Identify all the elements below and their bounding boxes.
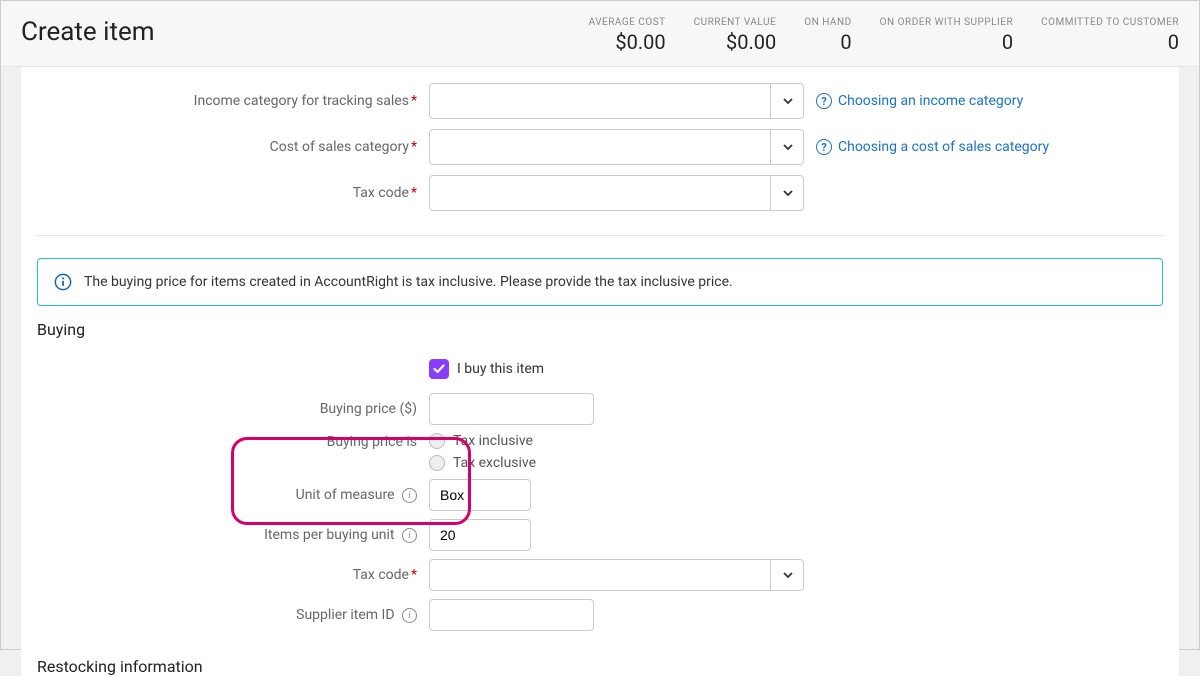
buying-heading: Buying: [37, 320, 1163, 339]
unit-of-measure-input[interactable]: [429, 479, 531, 511]
label-buying-price: Buying price ($): [37, 401, 429, 417]
question-icon: ?: [816, 93, 832, 109]
price-is-radios: Tax inclusive Tax exclusive: [429, 433, 536, 471]
items-per-unit-input[interactable]: [429, 519, 531, 551]
radio-tax-exclusive-row[interactable]: Tax exclusive: [429, 455, 536, 471]
divider: [37, 235, 1163, 236]
form-content: Income category for tracking sales* ? Ch…: [21, 67, 1179, 676]
row-buy-checkbox: I buy this item: [429, 359, 1163, 379]
tax-code-buying-input[interactable]: [429, 559, 804, 591]
row-unit-of-measure: Unit of measure i: [37, 479, 1163, 511]
select-tax-code-top[interactable]: [429, 175, 804, 211]
radio-tax-inclusive[interactable]: [429, 433, 445, 449]
row-cost-category: Cost of sales category* ? Choosing a cos…: [37, 129, 1163, 165]
row-supplier-item-id: Supplier item ID i: [37, 599, 1163, 631]
stat-on-order: ON ORDER WITH SUPPLIER 0: [880, 17, 1013, 54]
label-income-category: Income category for tracking sales*: [37, 93, 429, 109]
row-tax-code-top: Tax code*: [37, 175, 1163, 211]
label-unit-of-measure: Unit of measure i: [37, 487, 429, 503]
radio-tax-exclusive[interactable]: [429, 455, 445, 471]
info-icon[interactable]: i: [402, 488, 417, 503]
row-income-category: Income category for tracking sales* ? Ch…: [37, 83, 1163, 119]
label-tax-code-top: Tax code*: [37, 185, 429, 201]
buy-item-label: I buy this item: [457, 361, 544, 377]
label-tax-code-buying: Tax code*: [37, 567, 429, 583]
radio-tax-inclusive-row[interactable]: Tax inclusive: [429, 433, 536, 449]
label-price-is: Buying price is: [37, 433, 429, 450]
label-items-per-unit: Items per buying unit i: [37, 527, 429, 543]
question-icon: ?: [816, 139, 832, 155]
stat-current-value: CURRENT VALUE $0.00: [694, 17, 777, 54]
info-banner: The buying price for items created in Ac…: [37, 258, 1163, 306]
header-stats: AVERAGE COST $0.00 CURRENT VALUE $0.00 O…: [589, 17, 1179, 54]
stat-average-cost: AVERAGE COST $0.00: [589, 17, 666, 54]
help-link-income[interactable]: ? Choosing an income category: [816, 93, 1023, 109]
info-icon[interactable]: i: [402, 608, 417, 623]
restocking-heading: Restocking information: [37, 657, 1163, 676]
cost-category-input[interactable]: [429, 129, 804, 165]
buy-item-checkbox[interactable]: [429, 359, 449, 379]
select-tax-code-buying[interactable]: [429, 559, 804, 591]
select-cost-category[interactable]: [429, 129, 804, 165]
row-buying-price: Buying price ($): [37, 393, 1163, 425]
income-category-input[interactable]: [429, 83, 804, 119]
banner-text: The buying price for items created in Ac…: [84, 274, 733, 290]
label-supplier-item-id: Supplier item ID i: [37, 607, 429, 623]
row-items-per-unit: Items per buying unit i: [37, 519, 1163, 551]
info-icon[interactable]: i: [402, 528, 417, 543]
buying-price-input[interactable]: [429, 393, 594, 425]
row-tax-code-buying: Tax code*: [37, 559, 1163, 591]
page-header: Create item AVERAGE COST $0.00 CURRENT V…: [1, 1, 1199, 67]
label-cost-category: Cost of sales category*: [37, 139, 429, 155]
tax-code-top-input[interactable]: [429, 175, 804, 211]
select-income-category[interactable]: [429, 83, 804, 119]
stat-committed: COMMITTED TO CUSTOMER 0: [1041, 17, 1179, 54]
info-icon: [54, 273, 72, 291]
supplier-item-id-input[interactable]: [429, 599, 594, 631]
page-title: Create item: [21, 17, 155, 47]
row-price-is: Buying price is Tax inclusive Tax exclus…: [37, 433, 1163, 471]
help-link-cost[interactable]: ? Choosing a cost of sales category: [816, 139, 1049, 155]
stat-on-hand: ON HAND 0: [804, 17, 851, 54]
